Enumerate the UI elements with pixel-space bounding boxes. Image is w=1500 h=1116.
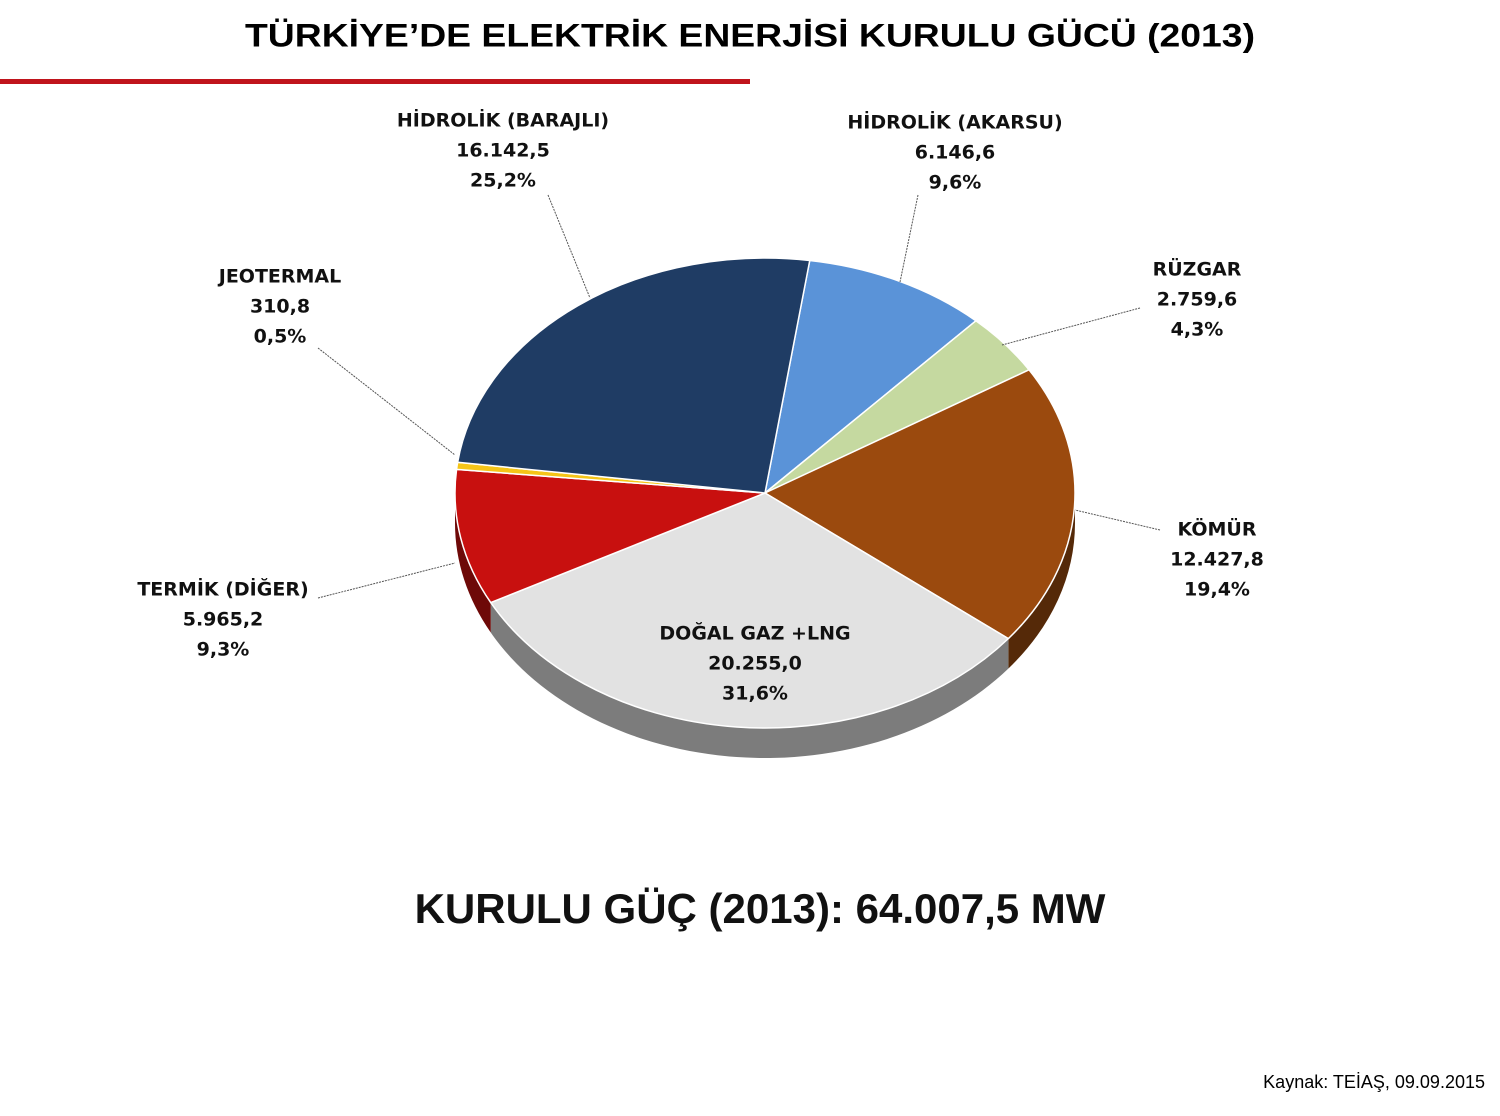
slice-side (1008, 493, 1075, 669)
percent-label: 31,6% (722, 683, 788, 705)
value-label: 5.965,2 (183, 609, 264, 631)
category-label: HİDROLİK (BARAJLI) (397, 108, 609, 132)
value-label: 12.427,8 (1170, 549, 1264, 571)
chart-title: TÜRKİYE’DE ELEKTRİK ENERJİSİ KURULU GÜCÜ… (245, 17, 1255, 53)
percent-label: 9,3% (197, 639, 250, 661)
slice-side (455, 493, 491, 633)
category-label: RÜZGAR (1153, 257, 1242, 281)
slice (763, 368, 1076, 640)
leader-line (1074, 509, 1161, 531)
leader-line (547, 194, 591, 299)
leader-line (1001, 307, 1141, 346)
leader-line (317, 347, 456, 456)
category-label: TERMİK (DİĞER) (137, 577, 308, 601)
category-label: JEOTERMAL (217, 266, 342, 288)
slice (489, 492, 1010, 729)
total-label: KURULU GÜÇ (2013): 64.007,5 MW (415, 885, 1106, 932)
category-label: DOĞAL GAZ +LNG (659, 621, 850, 645)
percent-label: 25,2% (470, 170, 536, 192)
percent-label: 19,4% (1184, 579, 1250, 601)
value-label: 2.759,6 (1157, 289, 1238, 311)
value-label: 20.255,0 (708, 653, 802, 675)
pie (454, 257, 1076, 758)
source: Kaynak: TEİAŞ, 09.09.2015 (1263, 1072, 1485, 1092)
slice (763, 259, 978, 495)
category-label: KÖMÜR (1178, 517, 1257, 541)
title-rule (0, 79, 750, 84)
value-label: 6.146,6 (915, 142, 996, 164)
percent-label: 0,5% (254, 326, 307, 348)
value-label: 16.142,5 (456, 140, 550, 162)
percent-label: 9,6% (929, 172, 982, 194)
leader-line (899, 194, 919, 283)
slice (456, 257, 811, 494)
value-label: 310,8 (250, 296, 310, 318)
percent-label: 4,3% (1171, 319, 1224, 341)
slice-side (490, 602, 1009, 758)
slice (454, 468, 766, 604)
leader-line (317, 562, 456, 599)
category-label: HİDROLİK (AKARSU) (847, 110, 1062, 134)
